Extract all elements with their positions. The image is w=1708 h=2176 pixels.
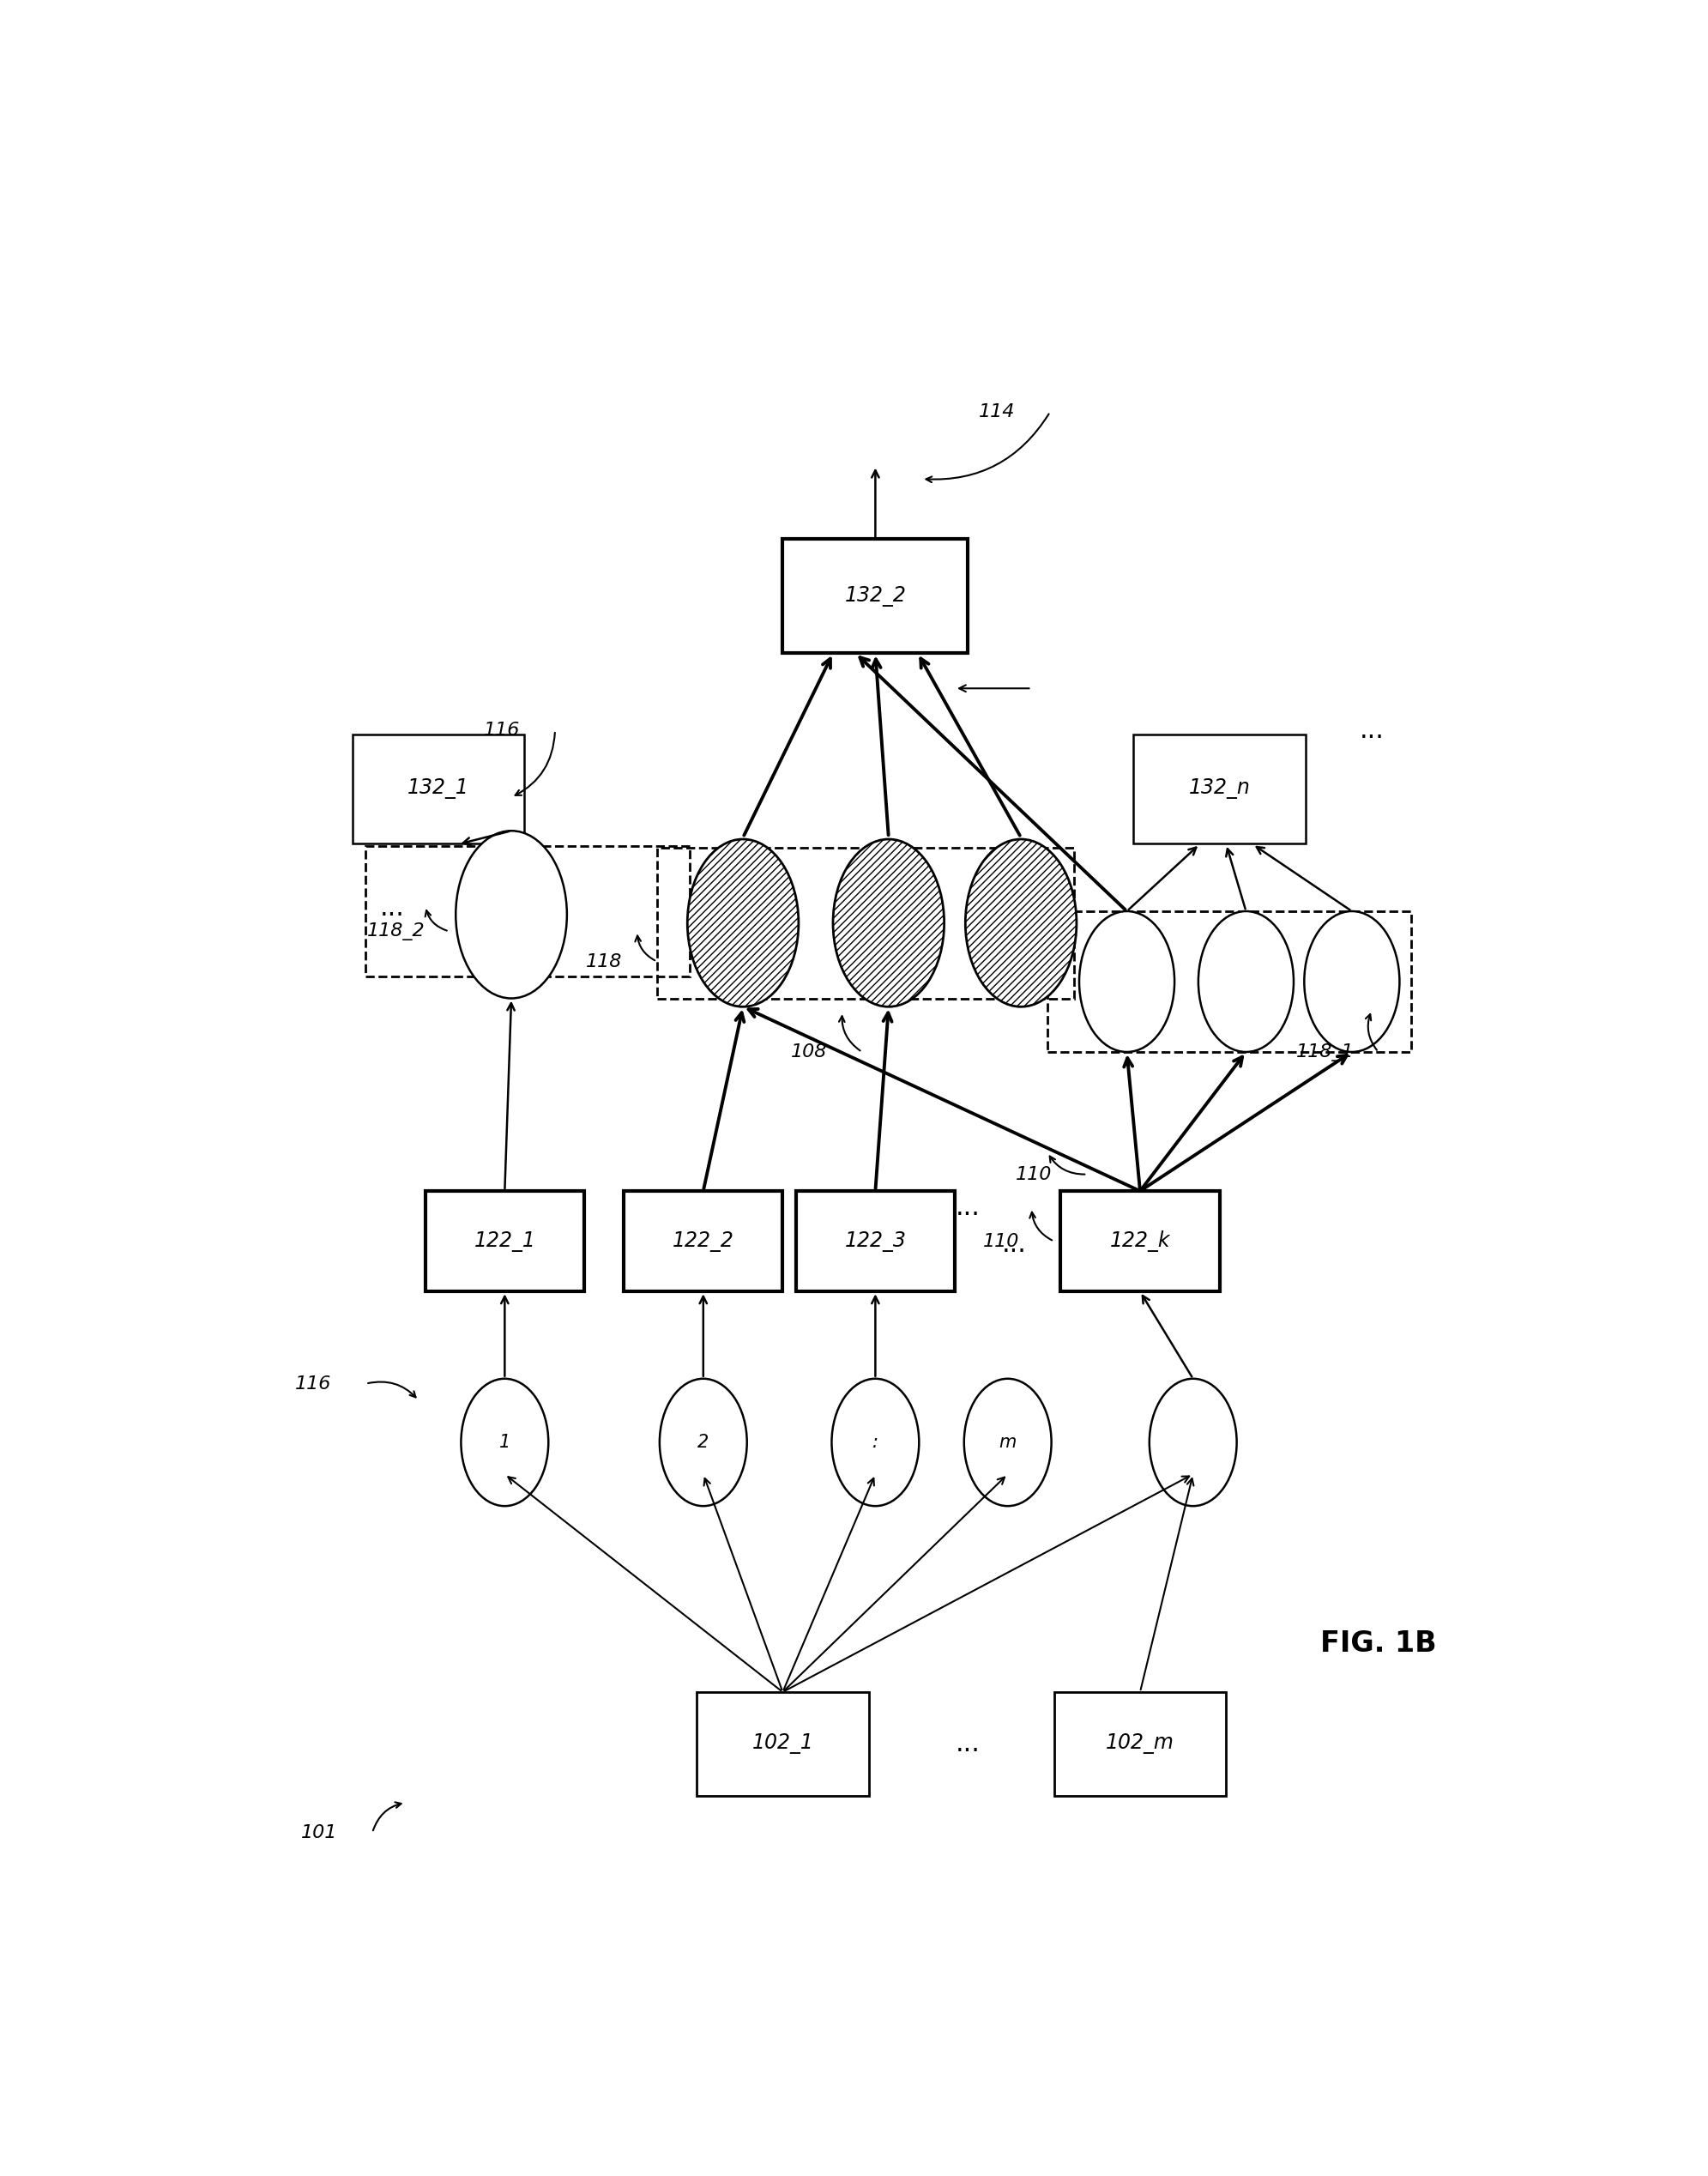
Text: 122_3: 122_3 (844, 1232, 907, 1251)
Text: m: m (999, 1434, 1016, 1451)
Ellipse shape (963, 1380, 1052, 1506)
Text: 116: 116 (483, 722, 521, 740)
Bar (1054, 1693, 1226, 1795)
Bar (1047, 912, 1411, 1051)
Text: ...: ... (379, 897, 405, 920)
Text: ...: ... (955, 1195, 980, 1221)
Bar (796, 1190, 955, 1293)
Text: 118_2: 118_2 (367, 923, 425, 940)
Text: ...: ... (1360, 718, 1383, 742)
Ellipse shape (456, 831, 567, 999)
Bar (1134, 735, 1305, 844)
Text: FIG. 1B: FIG. 1B (1320, 1630, 1436, 1658)
Text: 2: 2 (697, 1434, 709, 1451)
Bar (1061, 1190, 1220, 1293)
Bar (352, 735, 524, 844)
Ellipse shape (1149, 1380, 1237, 1506)
Text: :: : (873, 1434, 878, 1451)
Text: 116: 116 (294, 1375, 331, 1393)
Text: 122_2: 122_2 (673, 1232, 734, 1251)
Bar (366, 846, 690, 977)
Ellipse shape (1199, 912, 1293, 1051)
Text: 102_m: 102_m (1105, 1734, 1175, 1754)
Ellipse shape (965, 840, 1076, 1007)
Ellipse shape (834, 840, 945, 1007)
Text: 101: 101 (301, 1823, 338, 1841)
Ellipse shape (832, 1380, 919, 1506)
Bar (697, 1693, 869, 1795)
Text: 132_1: 132_1 (408, 779, 470, 799)
Bar (782, 540, 968, 653)
Text: ...: ... (1003, 1232, 1027, 1258)
Text: 114: 114 (979, 403, 1015, 420)
Text: 122_k: 122_k (1110, 1232, 1170, 1251)
Ellipse shape (461, 1380, 548, 1506)
Bar (425, 1190, 584, 1293)
Ellipse shape (659, 1380, 746, 1506)
Text: 122_1: 122_1 (473, 1232, 536, 1251)
Ellipse shape (687, 840, 799, 1007)
Text: 108: 108 (791, 1042, 827, 1060)
Text: 118: 118 (586, 953, 622, 970)
Ellipse shape (1305, 912, 1399, 1051)
Ellipse shape (1079, 912, 1175, 1051)
Text: 102_1: 102_1 (752, 1734, 813, 1754)
Bar (658, 846, 1074, 999)
Text: 110: 110 (1016, 1166, 1052, 1184)
Bar (623, 1190, 782, 1293)
Text: 118_1: 118_1 (1296, 1042, 1354, 1062)
Text: 132_n: 132_n (1189, 779, 1250, 799)
Text: 1: 1 (499, 1434, 511, 1451)
Text: ...: ... (955, 1732, 980, 1756)
Text: 132_2: 132_2 (844, 585, 907, 607)
Text: 110: 110 (982, 1234, 1020, 1249)
